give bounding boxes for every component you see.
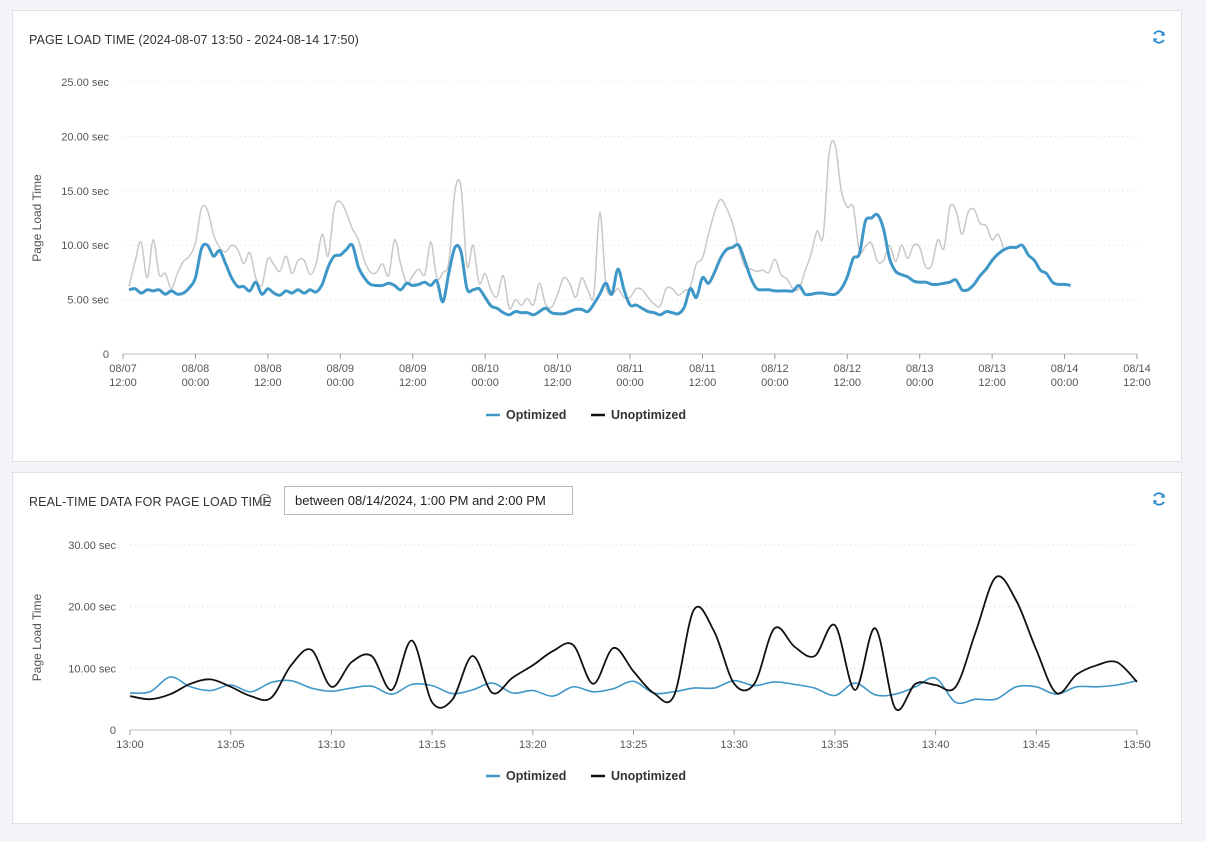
x-tick-label: 12:00 xyxy=(109,377,137,389)
x-tick-label: 08/14 xyxy=(1051,363,1079,375)
x-tick-label: 13:05 xyxy=(217,739,245,751)
y-axis-label: Page Load Time xyxy=(30,593,44,681)
series-line-unoptimized[interactable] xyxy=(128,139,1005,310)
y-tick-label: 15.00 sec xyxy=(61,186,109,198)
x-tick-label: 13:45 xyxy=(1023,739,1051,751)
series-line-optimized[interactable] xyxy=(129,676,1138,705)
x-tick-label: 08/08 xyxy=(254,363,282,375)
x-tick-label: 00:00 xyxy=(616,377,644,389)
y-tick-label: 25.00 sec xyxy=(61,77,109,89)
legend-item-optimized[interactable]: Optimized xyxy=(486,769,566,783)
legend: Optimized Unoptimized xyxy=(486,769,686,783)
x-tick-label: 08/13 xyxy=(906,363,934,375)
x-tick-label: 13:35 xyxy=(821,739,849,751)
x-tick-label: 12:00 xyxy=(978,377,1006,389)
x-tick-label: 13:15 xyxy=(418,739,446,751)
x-tick-label: 13:10 xyxy=(318,739,346,751)
x-tick-label: 12:00 xyxy=(689,377,717,389)
x-tick-label: 13:25 xyxy=(620,739,648,751)
x-tick-label: 00:00 xyxy=(182,377,210,389)
refresh-icon[interactable] xyxy=(1151,29,1167,45)
realtime-chart: 0 10.00 sec 20.00 sec 30.00 sec 13:00 13:05 13… xyxy=(30,540,1151,783)
x-tick-label: 08/11 xyxy=(689,363,716,375)
page-load-time-chart: 0 5.00 sec 10.00 sec 15.00 sec 20.00 sec 25.0… xyxy=(30,77,1151,422)
x-tick-label: 00:00 xyxy=(906,377,934,389)
legend-label: Unoptimized xyxy=(611,408,686,422)
x-tick-label: 08/09 xyxy=(399,363,427,375)
info-icon[interactable] xyxy=(258,493,272,507)
y-axis-label: Page Load Time xyxy=(30,174,44,262)
refresh-icon[interactable] xyxy=(1151,491,1167,507)
series-line-unoptimized[interactable] xyxy=(129,575,1138,712)
legend-label: Unoptimized xyxy=(611,769,686,783)
realtime-panel: REAL-TIME DATA FOR PAGE LOAD TIME 0 10.00… xyxy=(12,472,1182,824)
y-tick-label: 5.00 sec xyxy=(67,295,109,307)
legend: Optimized Unoptimized xyxy=(486,408,686,422)
y-tick-label: 0 xyxy=(110,725,116,737)
x-tick-label: 08/13 xyxy=(978,363,1006,375)
legend-item-unoptimized[interactable]: Unoptimized xyxy=(591,769,686,783)
x-tick-label: 08/09 xyxy=(327,363,355,375)
y-tick-label: 10.00 sec xyxy=(61,240,109,252)
y-tick-label: 20.00 sec xyxy=(61,131,109,143)
panel-title: PAGE LOAD TIME (2024-08-07 13:50 - 2024-… xyxy=(29,33,359,47)
series-line-optimized[interactable] xyxy=(128,212,1071,317)
x-tick-label: 00:00 xyxy=(761,377,789,389)
x-tick-label: 12:00 xyxy=(254,377,282,389)
x-tick-label: 12:00 xyxy=(399,377,427,389)
x-tick-label: 12:00 xyxy=(834,377,862,389)
x-tick-label: 12:00 xyxy=(1123,377,1151,389)
x-tick-label: 12:00 xyxy=(544,377,572,389)
x-tick-label: 08/08 xyxy=(182,363,210,375)
x-tick-label: 08/10 xyxy=(471,363,499,375)
x-tick-label: 00:00 xyxy=(327,377,355,389)
panel-title: REAL-TIME DATA FOR PAGE LOAD TIME xyxy=(29,495,271,509)
x-tick-label: 13:20 xyxy=(519,739,547,751)
x-tick-label: 08/10 xyxy=(544,363,572,375)
x-tick-label: 08/12 xyxy=(834,363,862,375)
y-tick-label: 10.00 sec xyxy=(68,663,116,675)
page-load-time-panel: PAGE LOAD TIME (2024-08-07 13:50 - 2024-… xyxy=(12,10,1182,462)
x-tick-label: 08/07 xyxy=(109,363,137,375)
x-tick-label: 08/11 xyxy=(617,363,644,375)
y-tick-label: 0 xyxy=(103,349,109,361)
x-tick-label: 08/12 xyxy=(761,363,789,375)
legend-item-unoptimized[interactable]: Unoptimized xyxy=(591,408,686,422)
legend-label: Optimized xyxy=(506,408,566,422)
x-tick-label: 13:30 xyxy=(720,739,748,751)
y-tick-label: 20.00 sec xyxy=(68,602,116,614)
legend-item-optimized[interactable]: Optimized xyxy=(486,408,566,422)
x-tick-label: 08/14 xyxy=(1123,363,1151,375)
x-tick-label: 13:00 xyxy=(116,739,144,751)
x-tick-label: 00:00 xyxy=(471,377,499,389)
x-tick-label: 13:40 xyxy=(922,739,950,751)
x-tick-label: 00:00 xyxy=(1051,377,1079,389)
x-tick-label: 13:50 xyxy=(1123,739,1151,751)
legend-label: Optimized xyxy=(506,769,566,783)
time-range-input[interactable] xyxy=(284,486,573,515)
y-tick-label: 30.00 sec xyxy=(68,540,116,552)
